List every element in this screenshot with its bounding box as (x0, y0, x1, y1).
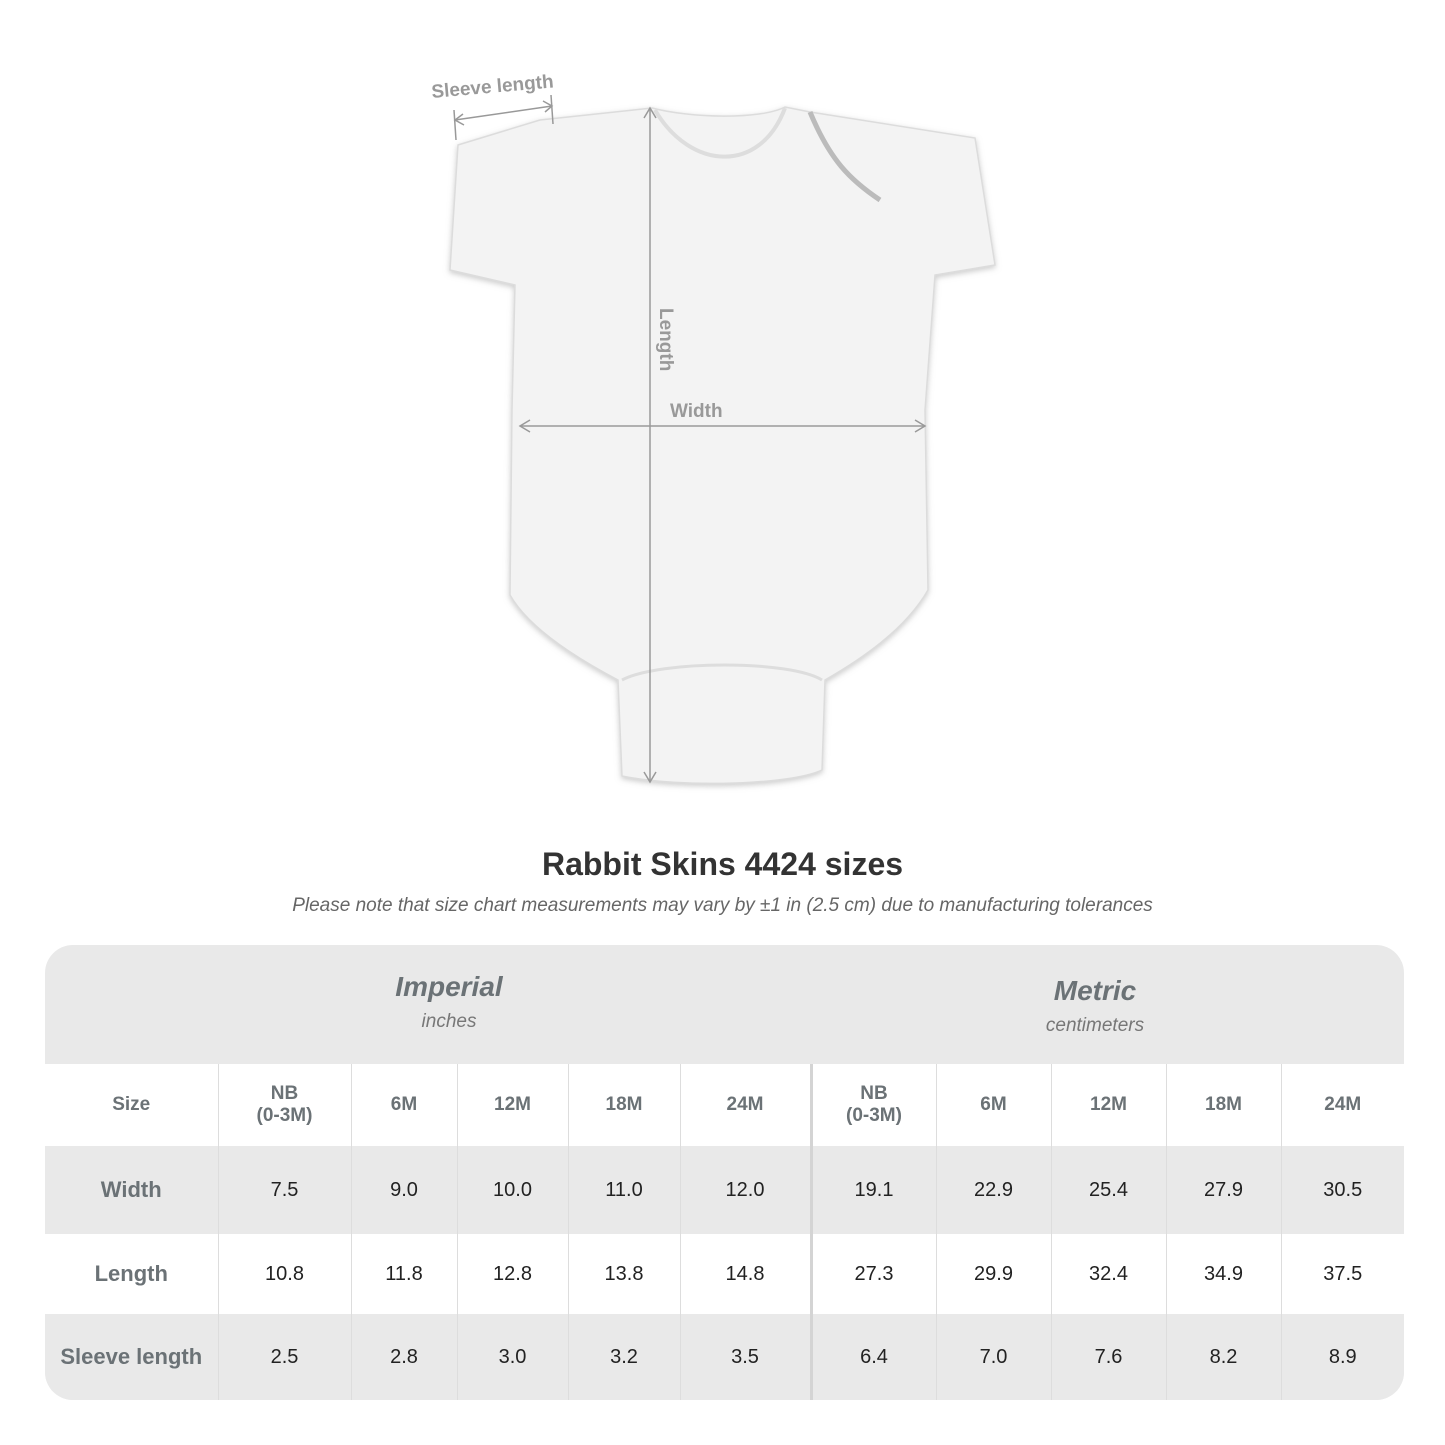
size-header-metric: NB (0-3M) (809, 1064, 936, 1146)
cell-imperial: 9.0 (350, 1146, 457, 1234)
sleeve-length-arrow (453, 94, 554, 141)
size-header-metric: 12M (1050, 1064, 1166, 1146)
size-header-imperial: 12M (456, 1064, 568, 1146)
cell-metric: 8.9 (1280, 1314, 1404, 1400)
cell-metric: 29.9 (935, 1234, 1051, 1314)
cell-metric: 7.0 (935, 1314, 1051, 1400)
length-label: Length (655, 308, 676, 371)
cell-imperial: 14.8 (679, 1234, 811, 1314)
size-header-metric: 24M (1280, 1064, 1404, 1146)
sleeve-length-label: Sleeve length (431, 71, 555, 103)
cell-metric: 19.1 (809, 1146, 936, 1234)
row-label: Length (45, 1234, 218, 1314)
imperial-unit: inches (421, 1011, 477, 1032)
cell-imperial: 3.0 (456, 1314, 568, 1400)
size-header-imperial: 6M (350, 1064, 457, 1146)
cell-imperial: 2.8 (350, 1314, 457, 1400)
cell-imperial: 3.2 (567, 1314, 680, 1400)
size-header-imperial: NB (0-3M) (217, 1064, 351, 1146)
size-header-imperial: 24M (679, 1064, 811, 1146)
onesie-measurement-diagram: Sleeve length Length Width (431, 71, 996, 785)
cell-imperial: 10.8 (217, 1234, 351, 1314)
cell-metric: 7.6 (1050, 1314, 1166, 1400)
cell-imperial: 11.0 (567, 1146, 680, 1234)
metric-header: Metric centimeters (811, 945, 1379, 1064)
cell-imperial: 7.5 (217, 1146, 351, 1234)
chart-title: Rabbit Skins 4424 sizes (541, 846, 904, 882)
row-label: Sleeve length (45, 1314, 218, 1400)
cell-imperial: 13.8 (567, 1234, 680, 1314)
cell-metric: 37.5 (1280, 1234, 1404, 1314)
cell-metric: 25.4 (1050, 1146, 1166, 1234)
cell-imperial: 12.0 (679, 1146, 811, 1234)
cell-metric: 6.4 (809, 1314, 936, 1400)
metric-title: Metric (1053, 975, 1137, 1006)
size-header-metric: 6M (935, 1064, 1051, 1146)
cell-imperial: 2.5 (217, 1314, 351, 1400)
cell-metric: 30.5 (1280, 1146, 1404, 1234)
cell-metric: 27.3 (809, 1234, 936, 1314)
imperial-header: Imperial inches (218, 945, 680, 1064)
size-chart: Imperial inches Metric centimeters Size N… (45, 945, 1404, 1400)
cell-metric: 8.2 (1165, 1314, 1281, 1400)
cell-metric: 27.9 (1165, 1146, 1281, 1234)
cell-metric: 22.9 (935, 1146, 1051, 1234)
size-header-row: Size NB (0-3M) 6M 12M 18M 24M NB (0-3M) 6M 12M 18… (45, 1064, 1404, 1146)
size-header-imperial: 18M (567, 1064, 680, 1146)
cell-metric: 34.9 (1165, 1234, 1281, 1314)
size-header-metric: 18M (1165, 1064, 1281, 1146)
width-arrow (518, 419, 927, 433)
table-row: Sleeve length 2.5 2.8 3.0 3.2 3.5 6.4 7.0 7.6 8.2… (45, 1314, 1404, 1400)
table-row: Width 7.5 9.0 10.0 11.0 12.0 19.1 22.9 25.4 27.9 3… (45, 1146, 1404, 1234)
size-table: Size NB (0-3M) 6M 12M 18M 24M NB (0-3M) 6M 12M 18… (45, 1064, 1404, 1400)
cell-imperial: 3.5 (679, 1314, 811, 1400)
imperial-title: Imperial (395, 971, 503, 1002)
metric-unit: centimeters (1045, 1015, 1145, 1036)
row-label: Width (45, 1146, 218, 1234)
size-header-label: Size (45, 1064, 218, 1146)
width-label: Width (670, 401, 723, 422)
cell-metric: 32.4 (1050, 1234, 1166, 1314)
table-row: Length 10.8 11.8 12.8 13.8 14.8 27.3 29.9 32.4 34… (45, 1234, 1404, 1314)
tolerance-note: Please note that size chart measurements… (292, 895, 1153, 916)
cell-imperial: 11.8 (350, 1234, 457, 1314)
onesie-image (449, 106, 996, 785)
length-arrow (643, 106, 657, 784)
cell-imperial: 12.8 (456, 1234, 568, 1314)
cell-imperial: 10.0 (456, 1146, 568, 1234)
